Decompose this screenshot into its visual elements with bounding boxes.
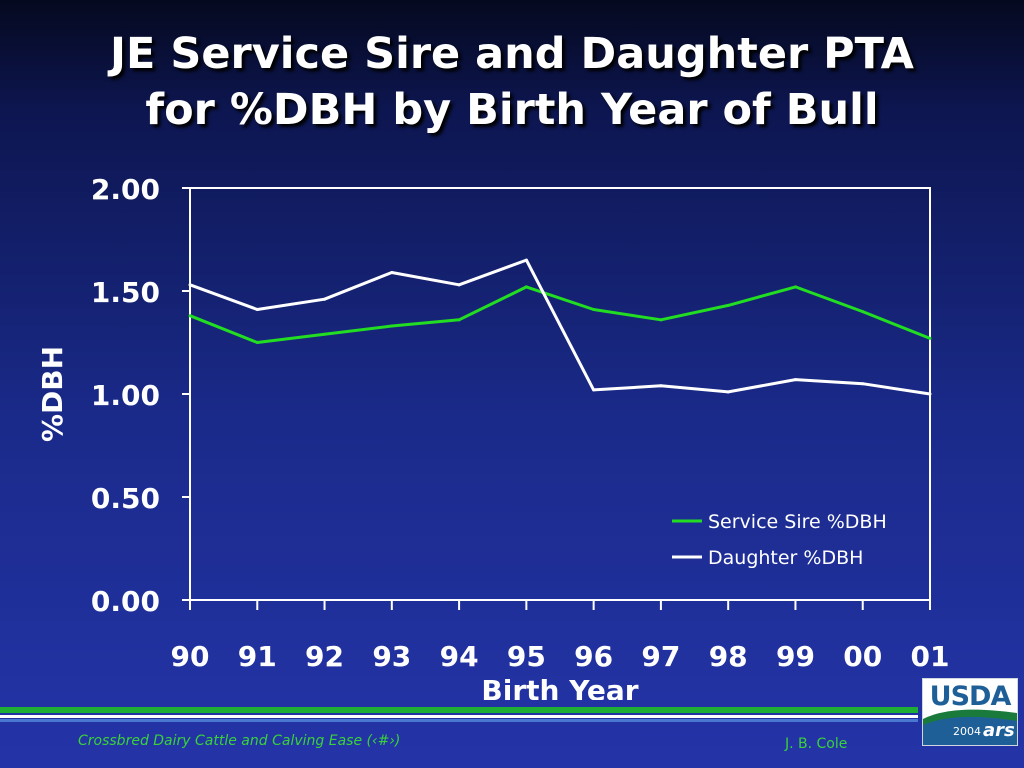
y-axis: 0.00 0.50 1.00 1.50 2.00 (91, 173, 190, 618)
daughter-point-01 (928, 392, 932, 396)
y-tick-label: 0.50 (91, 482, 160, 515)
series-line-daughter (189, 258, 931, 396)
line-chart: 0.000.501.001.502.00 90 91 92 93 94 95 96 97 98 9… (36, 173, 950, 700)
x-tick-label: 95 (507, 640, 546, 673)
footer-rule-blue (0, 719, 918, 722)
service-sire-point-97 (659, 318, 663, 322)
y-axis-label: %DBH (36, 346, 69, 442)
footer-presentation-title: Crossbred Dairy Cattle and Calving Ease … (78, 733, 401, 749)
daughter-point-00 (861, 382, 865, 386)
x-tick-label: 94 (440, 640, 479, 673)
daughter-point-97 (659, 384, 663, 388)
service-sire-point-00 (861, 310, 865, 314)
x-tick-label: 99 (776, 640, 815, 673)
daughter-point-93 (390, 270, 394, 274)
daughter-point-96 (592, 388, 596, 392)
legend-label-service-sire: Service Sire %DBH (708, 511, 887, 533)
x-tick-label: 96 (574, 640, 613, 673)
ars-logo-mark: ars (983, 720, 1015, 741)
y-tick-label: 2.00 (91, 173, 160, 206)
footer-rule-white (0, 715, 918, 718)
legend-label-daughter: Daughter %DBH (708, 547, 863, 569)
service-sire-point-93 (390, 324, 394, 328)
service-sire-point-94 (457, 318, 461, 322)
usda-logo-text: USDA (929, 681, 1012, 712)
x-tick-label: 92 (305, 640, 344, 673)
footer-rule-green (0, 707, 918, 713)
legend: Service Sire %DBH Daughter %DBH (672, 511, 887, 569)
y-tick-label: 1.50 (91, 276, 160, 309)
service-sire-point-96 (592, 308, 596, 312)
title-line-1: JE Service Sire and Daughter PTA (110, 29, 914, 79)
x-tick-label: 90 (171, 640, 210, 673)
series-line-service-sire (189, 285, 931, 344)
service-sire-point-92 (323, 332, 327, 336)
x-tick-label: 01 (911, 640, 950, 673)
title-line-2: for %DBH by Birth Year of Bull (145, 85, 879, 135)
x-tick-label: 00 (843, 640, 882, 673)
x-tick-label: 98 (709, 640, 748, 673)
slide-title: JE Service Sire and Daughter PTA for %DB… (0, 26, 1024, 138)
daughter-point-95 (524, 258, 528, 262)
x-axis: 90 91 92 93 94 95 96 97 98 99 00 01 (171, 600, 950, 673)
usda-logo-hills (923, 709, 1017, 745)
y-tick-label: 0.00 (91, 585, 160, 618)
daughter-point-91 (255, 308, 259, 312)
daughter-point-92 (323, 297, 327, 301)
x-tick-label: 93 (372, 640, 411, 673)
service-sire-point-95 (524, 285, 528, 289)
y-tick-label: 1.00 (91, 379, 160, 412)
service-sire-point-91 (255, 341, 259, 344)
footer-author: J. B. Cole (785, 736, 848, 752)
x-axis-label: Birth Year (481, 674, 638, 700)
daughter-point-98 (726, 390, 730, 394)
daughter-point-99 (793, 378, 797, 382)
plot-frame (189, 187, 931, 601)
service-sire-point-01 (928, 336, 932, 340)
daughter-point-90 (188, 283, 192, 287)
service-sire-point-99 (793, 285, 797, 289)
daughter-point-94 (457, 283, 461, 287)
service-sire-point-98 (726, 303, 730, 307)
service-sire-point-90 (188, 314, 192, 318)
usda-logo: USDA 2004 ars (922, 678, 1018, 746)
series-lines (188, 258, 932, 396)
usda-logo-year: 2004 (953, 725, 981, 738)
x-tick-label: 91 (238, 640, 277, 673)
x-tick-label: 97 (641, 640, 680, 673)
